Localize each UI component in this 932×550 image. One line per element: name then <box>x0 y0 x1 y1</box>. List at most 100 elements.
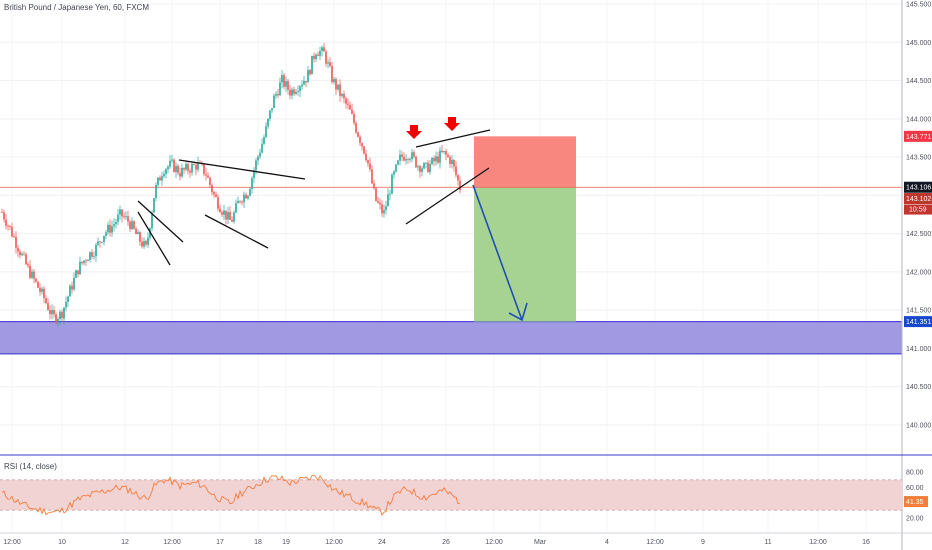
candle-down <box>43 288 45 299</box>
candle-down <box>229 212 231 220</box>
price-axis[interactable]: 145.500145.000144.500144.000143.500143.0… <box>906 2 931 430</box>
entry-price-label: 143.102 <box>904 193 932 205</box>
candle-up <box>147 237 149 245</box>
candle-down <box>121 209 123 217</box>
price-tick-label: 144.000 <box>906 116 931 123</box>
candle-down <box>355 123 357 133</box>
candle-down <box>359 136 361 144</box>
candle-up <box>115 221 117 225</box>
svg-text:10:59: 10:59 <box>909 207 927 214</box>
candle-down <box>61 311 63 319</box>
candle-down <box>241 201 243 203</box>
candle-up <box>327 62 329 64</box>
price-tick-label: 144.500 <box>906 78 931 85</box>
candle-up <box>255 160 257 171</box>
projection-arrow-head <box>508 302 528 322</box>
candle-down <box>15 237 17 248</box>
candle-down <box>289 89 291 96</box>
stop-price-label: 143.771 <box>904 130 932 142</box>
candle-down <box>55 314 57 323</box>
candle-down <box>427 162 429 173</box>
candle-up <box>75 270 77 278</box>
candle-up <box>273 95 275 109</box>
candle-down <box>99 241 101 243</box>
price-tick-label: 141.500 <box>906 308 931 315</box>
candle-up <box>311 55 313 75</box>
price-tick-label: 142.000 <box>906 269 931 276</box>
candle-down <box>277 93 279 96</box>
candle-down <box>437 156 439 163</box>
candle-up <box>119 209 121 215</box>
candle-down <box>339 84 341 96</box>
svg-text:41.35: 41.35 <box>906 499 924 506</box>
candle-down <box>381 204 383 214</box>
candle-up <box>387 194 389 207</box>
candle-up <box>411 152 413 160</box>
candle-up <box>163 173 165 177</box>
candle-down <box>33 271 35 279</box>
candle-down <box>47 302 49 311</box>
candle-up <box>165 169 167 174</box>
time-tick-label: 16 <box>862 539 870 546</box>
candle-down <box>329 62 331 67</box>
candle-down <box>379 202 381 205</box>
candle-up <box>237 200 239 204</box>
candle-up <box>321 47 323 52</box>
candle-down <box>317 54 319 56</box>
time-tick-label: 26 <box>442 539 450 546</box>
candle-down <box>39 287 41 292</box>
candle-down <box>211 184 213 193</box>
candle-down <box>81 261 83 264</box>
candle-down <box>187 164 189 171</box>
candle-up <box>143 240 145 247</box>
time-tick-label: 11 <box>764 539 771 546</box>
time-tick-label: 12:00 <box>646 539 664 546</box>
stop-loss-zone <box>474 136 576 188</box>
time-tick-label: 24 <box>378 539 386 546</box>
time-axis[interactable]: 12:00 10 12 12:00 17 18 19 12:00 24 26 12:00 Mar 4 12… <box>3 539 870 546</box>
time-tick-label: 12:00 <box>325 539 343 546</box>
candle-up <box>423 163 425 169</box>
candle-down <box>11 226 13 237</box>
candle-down <box>239 200 241 202</box>
candle-up <box>425 162 427 164</box>
price-tick-label: 142.500 <box>906 231 931 238</box>
candle-up <box>113 224 115 227</box>
rsi-value-label: 41.35 <box>904 496 928 508</box>
candle-up <box>405 159 407 161</box>
wedge-upper-line <box>178 159 306 180</box>
candle-up <box>271 108 273 111</box>
candle-down <box>19 251 21 256</box>
candle-down <box>25 254 27 265</box>
candle-up <box>435 156 437 162</box>
svg-text:143.106: 143.106 <box>906 185 931 192</box>
candle-up <box>429 164 431 173</box>
price-tick-label: 140.500 <box>906 384 931 391</box>
candle-down <box>189 170 191 173</box>
candle-up <box>125 216 127 217</box>
candle-down <box>129 221 131 230</box>
candle-down <box>305 80 307 83</box>
candle-down <box>13 236 15 238</box>
candle-up <box>167 166 169 170</box>
price-tick-label: 140.000 <box>906 423 931 430</box>
candle-up <box>89 252 91 260</box>
candle-up <box>295 91 297 94</box>
rsi-axis: 80.00 60.00 20.00 <box>906 470 924 523</box>
candle-down <box>1 212 3 214</box>
pattern-lines <box>137 129 491 266</box>
candle-up <box>341 94 343 96</box>
candle-down <box>345 98 347 104</box>
candle-up <box>249 188 251 196</box>
price-tick-label: 141.000 <box>906 346 931 353</box>
candle-down <box>367 160 369 164</box>
candle-up <box>303 80 305 85</box>
candle-down <box>401 154 403 157</box>
candle-up <box>315 54 317 60</box>
candle-up <box>439 150 441 163</box>
candle-up <box>197 162 199 170</box>
candle-up <box>265 126 267 138</box>
time-tick-label: 12 <box>121 539 129 546</box>
candle-up <box>267 118 269 127</box>
